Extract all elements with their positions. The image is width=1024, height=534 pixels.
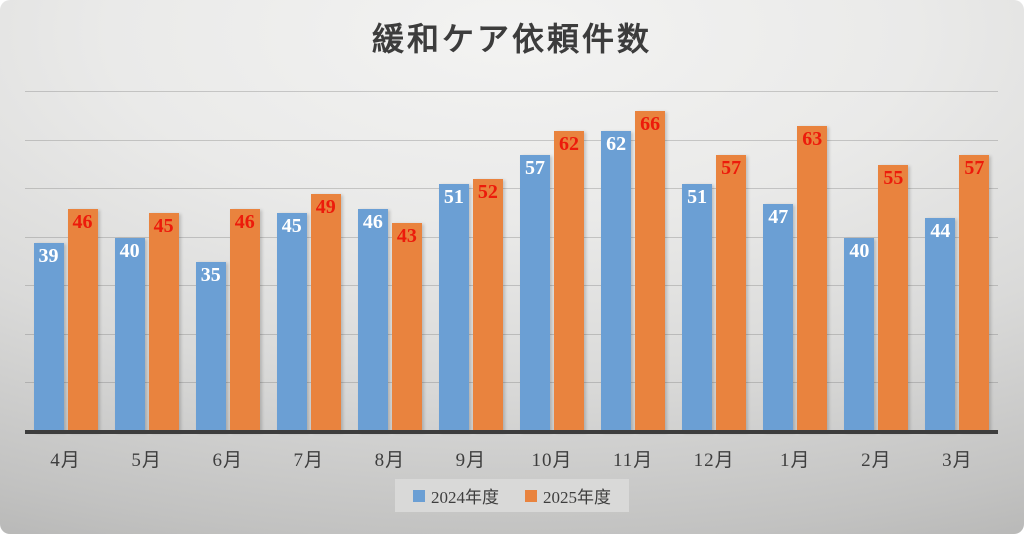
legend-label: 2025年度: [543, 488, 611, 507]
bar-2025年度: 52: [472, 179, 503, 432]
bar-value-label: 49: [315, 196, 336, 218]
bar-2025年度: 43: [391, 223, 422, 432]
x-axis-label: 12月: [693, 450, 735, 471]
bar-2024年度: 45: [276, 213, 307, 432]
bar-value-label: 39: [38, 244, 59, 267]
bar-group: 62 66: [593, 92, 674, 432]
x-axis-label: 7月: [293, 450, 325, 471]
bar-group: 35 46: [187, 92, 268, 432]
bar-value-label: 62: [606, 132, 627, 155]
bar-2025年度: 55: [878, 164, 909, 432]
bar-value-label: 40: [849, 239, 870, 262]
bar-group: 40 55: [836, 92, 917, 432]
bar-value-label: 63: [802, 128, 823, 150]
bar-2024年度: 47: [763, 203, 794, 432]
bar-value-label: 62: [559, 132, 579, 155]
bar-value-label: 57: [525, 157, 545, 180]
bar-value-label: 51: [687, 186, 708, 209]
bar-value-label: 47: [768, 205, 789, 228]
bar-2025年度: 57: [959, 155, 990, 432]
x-axis-label: 1月: [779, 450, 811, 471]
bar-value-label: 45: [153, 215, 174, 238]
bar-2024年度: 57: [520, 155, 550, 432]
x-axis-line: [25, 430, 998, 434]
x-axis-label: 6月: [212, 450, 243, 471]
bar-2025年度: 46: [67, 208, 98, 432]
gridline: [25, 139, 998, 141]
bar-2024年度: 44: [925, 218, 956, 432]
x-axis-labels: 4月 5月 6月 7月 8月 9月 10月 11月 12月 1月 2月 3月: [25, 445, 998, 472]
bar-groups: 39 46 40 45 35 46 45 49 46 43 51 52 57 62 62 66 51 57 47 63…: [25, 92, 998, 432]
bar-value-label: 66: [640, 113, 661, 136]
bar-2024年度: 39: [33, 242, 64, 432]
bar-value-label: 46: [234, 210, 255, 233]
bar-group: 45 49: [268, 92, 349, 432]
bar-2024年度: 51: [682, 184, 713, 432]
bar-group: 57 62: [511, 92, 592, 432]
legend-swatch-icon: [525, 489, 537, 502]
bar-2025年度: 63: [797, 126, 828, 432]
bar-value-label: 40: [119, 239, 140, 262]
bar-group: 44 57: [917, 92, 998, 432]
bar-2025年度: 57: [716, 155, 747, 432]
bar-2025年度: 49: [310, 194, 341, 432]
gridline: [25, 188, 998, 190]
bar-group: 51 52: [430, 92, 511, 432]
bar-group: 40 45: [106, 92, 187, 432]
gridline: [25, 382, 998, 384]
x-axis-label: 5月: [131, 450, 162, 471]
gridline: [25, 91, 998, 92]
legend: 2024年度 2025年度: [395, 479, 629, 512]
bar-2024年度: 35: [195, 262, 226, 432]
x-axis-label: 10月: [531, 450, 573, 471]
bar-value-label: 55: [883, 166, 904, 189]
bar-value-label: 46: [362, 210, 383, 233]
bar-value-label: 57: [721, 157, 742, 180]
gridline: [25, 333, 998, 335]
bar-2025年度: 62: [554, 130, 584, 432]
bar-2025年度: 66: [635, 111, 666, 432]
bar-group: 47 63: [755, 92, 836, 432]
bar-value-label: 45: [281, 215, 302, 238]
bar-value-label: 44: [930, 220, 951, 243]
bar-2024年度: 51: [438, 184, 469, 432]
plot-area: 39 46 40 45 35 46 45 49 46 43 51 52 57 62 62 66 51 57 47 63…: [25, 91, 998, 434]
bar-2024年度: 40: [114, 237, 145, 432]
x-axis-label: 8月: [374, 450, 406, 471]
bar-group: 51 57: [674, 92, 755, 432]
bar-value-label: 51: [443, 186, 464, 209]
bar-value-label: 52: [477, 181, 498, 204]
bar-group: 46 43: [349, 92, 430, 432]
bar-value-label: 46: [72, 210, 93, 233]
bar-value-label: 43: [396, 225, 417, 248]
x-axis-label: 4月: [50, 450, 81, 471]
legend-item-2024年度: 2024年度: [413, 483, 499, 508]
gridline: [25, 236, 998, 238]
legend-item-2025年度: 2025年度: [525, 483, 611, 508]
bar-2024年度: 46: [357, 208, 388, 432]
bar-2024年度: 62: [601, 130, 632, 432]
bar-2025年度: 46: [229, 208, 260, 432]
bar-value-label: 35: [200, 264, 221, 286]
gridline: [25, 285, 998, 287]
x-axis-label: 3月: [942, 450, 973, 471]
legend-label: 2024年度: [431, 488, 499, 507]
bar-group: 39 46: [25, 92, 106, 432]
bar-value-label: 57: [964, 157, 985, 180]
x-axis-label: 9月: [455, 450, 487, 471]
legend-swatch-icon: [413, 489, 425, 502]
x-axis-label: 11月: [612, 450, 654, 471]
chart-title: 緩和ケア依頼件数: [371, 21, 652, 57]
bar-2024年度: 40: [844, 237, 875, 432]
bar-2025年度: 45: [148, 213, 179, 432]
x-axis-label: 2月: [861, 450, 892, 471]
